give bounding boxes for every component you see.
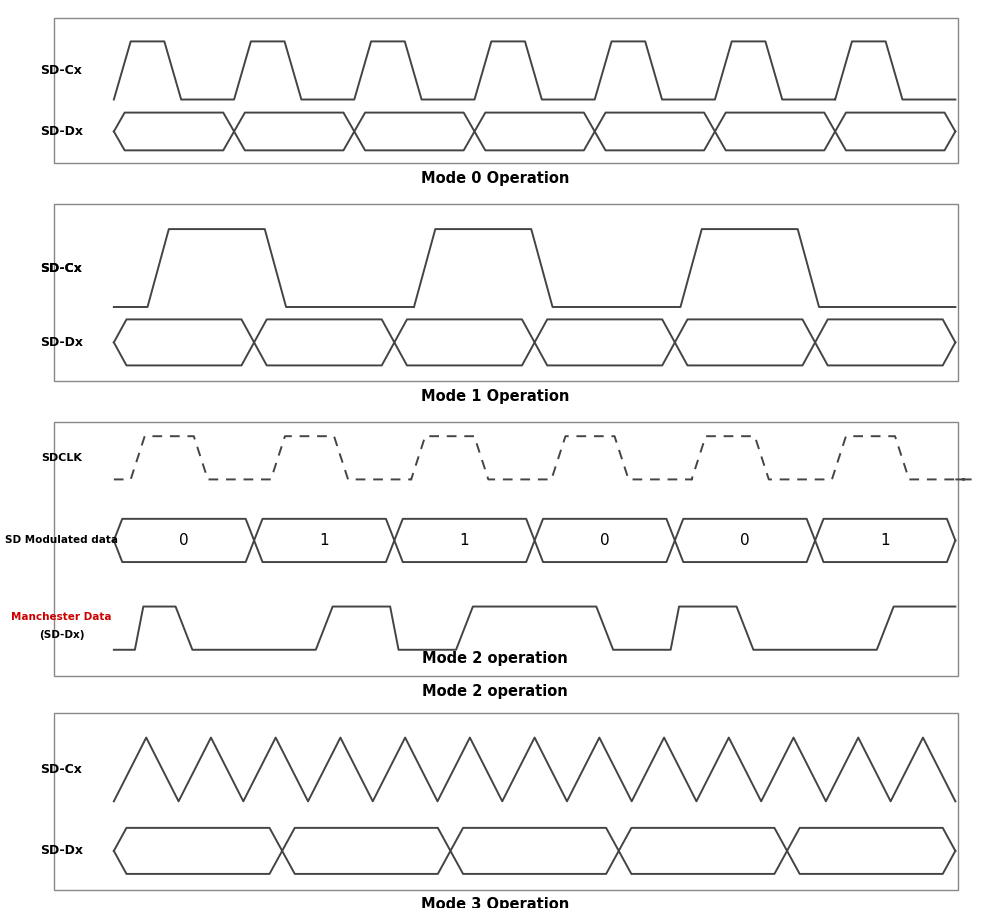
Text: Manchester Data: Manchester Data: [11, 612, 112, 622]
Text: 0: 0: [179, 533, 189, 548]
Text: 1: 1: [320, 533, 329, 548]
Text: 0: 0: [741, 533, 749, 548]
Text: 1: 1: [880, 533, 890, 548]
Bar: [54, 18, 958, 163]
Text: 1: 1: [459, 533, 469, 548]
Text: Mode 2 operation: Mode 2 operation: [422, 684, 568, 699]
Text: SD Modulated data: SD Modulated data: [5, 536, 118, 546]
Bar: [54, 713, 958, 890]
Text: Mode 1 Operation: Mode 1 Operation: [421, 389, 569, 404]
Bar: [54, 204, 958, 381]
Text: Mode 2 operation: Mode 2 operation: [422, 651, 568, 666]
Text: SDCLK: SDCLK: [41, 453, 82, 463]
Text: SD-Dx: SD-Dx: [40, 844, 83, 857]
Bar: [54, 422, 958, 676]
Text: SD-Cx: SD-Cx: [41, 262, 82, 274]
Text: SD-Cx: SD-Cx: [41, 763, 82, 776]
Text: Mode 0 Operation: Mode 0 Operation: [421, 171, 569, 186]
Text: SD-Dx: SD-Dx: [40, 125, 83, 138]
Text: 0: 0: [600, 533, 610, 548]
Text: Mode 3 Operation: Mode 3 Operation: [421, 897, 569, 908]
Text: SD-Cx: SD-Cx: [41, 64, 82, 77]
Text: SD-Dx: SD-Dx: [40, 336, 83, 349]
Text: SD-Cx: SD-Cx: [41, 262, 82, 274]
Text: (SD-Dx): (SD-Dx): [39, 629, 84, 639]
